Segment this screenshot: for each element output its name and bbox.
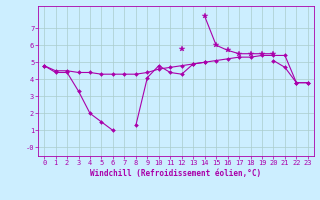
X-axis label: Windchill (Refroidissement éolien,°C): Windchill (Refroidissement éolien,°C) bbox=[91, 169, 261, 178]
